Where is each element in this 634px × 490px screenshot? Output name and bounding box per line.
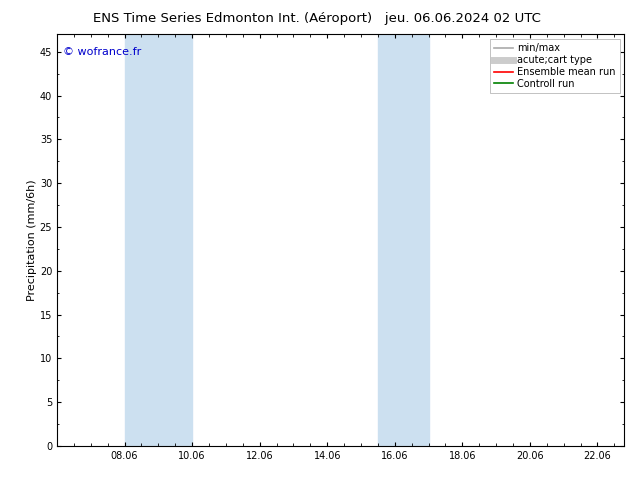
Bar: [378, 34, 429, 446]
Y-axis label: Precipitation (mm/6h): Precipitation (mm/6h): [27, 179, 37, 301]
Text: © wofrance.fr: © wofrance.fr: [63, 47, 141, 57]
Legend: min/max, acute;cart type, Ensemble mean run, Controll run: min/max, acute;cart type, Ensemble mean …: [490, 39, 619, 93]
Text: ENS Time Series Edmonton Int. (Aéroport)   jeu. 06.06.2024 02 UTC: ENS Time Series Edmonton Int. (Aéroport)…: [93, 12, 541, 25]
Bar: [125, 34, 192, 446]
